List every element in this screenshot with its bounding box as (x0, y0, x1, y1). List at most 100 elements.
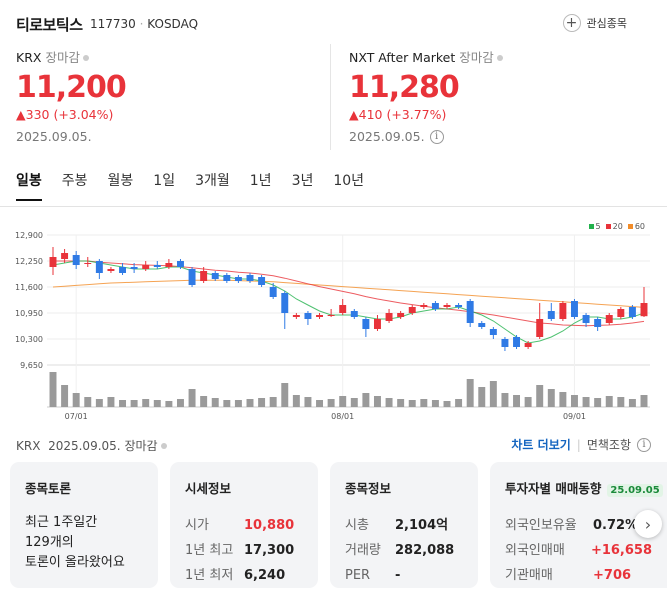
candle-body (501, 339, 509, 347)
candle-body (455, 305, 463, 307)
krx-status: 장마감 (45, 50, 80, 65)
quote-card[interactable]: 시세정보 시가 10,880 1년 최고 17,300 1년 최저 6,240 (170, 462, 318, 588)
volume-bar (165, 401, 173, 407)
period-tabs: 일봉 주봉 월봉 1일 3개월 1년 3년 10년 (16, 170, 384, 201)
stock-info-title: 종목정보 (345, 481, 392, 496)
chart-more-link[interactable]: 차트 더보기 (511, 438, 571, 452)
info-key: PER (345, 568, 371, 583)
candle-body (72, 255, 80, 265)
volume-bar (49, 372, 57, 407)
favorite-label: 관심종목 (586, 17, 627, 30)
nxt-status: 장마감 (459, 50, 494, 65)
info-key: 거래량 (345, 543, 381, 558)
candle-body (524, 343, 532, 347)
next-card-button[interactable]: › (634, 510, 662, 538)
candle-body (362, 319, 370, 329)
y-tick-label: 10,950 (15, 309, 43, 318)
volume-bar (513, 395, 521, 407)
quote-key: 1년 최고 (185, 543, 234, 558)
status-dot-icon (496, 55, 503, 61)
volume-bar (281, 383, 289, 407)
tab-3month[interactable]: 3개월 (195, 173, 230, 189)
nxt-date-text: 2025.09.05. (349, 129, 425, 144)
disclaimer-link[interactable]: 면책조항 (586, 438, 631, 452)
candle-body (61, 253, 69, 259)
tab-3year[interactable]: 3년 (291, 173, 314, 189)
chart-info-status: 장마감 (124, 439, 158, 453)
candle-body (316, 315, 324, 317)
candle-body (142, 265, 150, 269)
info-icon[interactable]: i (637, 437, 651, 452)
price-chart[interactable]: 12,900 12,250 11,600 10,950 10,300 9,650 07/01… (0, 217, 667, 429)
candle-body (513, 337, 521, 347)
investor-row: 기관매매 +706 (505, 563, 652, 588)
discussion-card[interactable]: 종목토론 최근 1주일간 129개의 토론이 올라왔어요 (10, 462, 158, 588)
volume-bar (594, 398, 602, 407)
candle-body (420, 305, 428, 307)
candle-body (594, 319, 602, 327)
discussion-text: 최근 1주일간 129개의 토론이 올라왔어요 (25, 513, 143, 573)
candle-body (478, 323, 486, 327)
volume-bar (559, 392, 567, 407)
info-icon[interactable]: i (429, 129, 444, 144)
legend-label: 20 (612, 222, 623, 231)
discussion-title: 종목토론 (25, 481, 72, 496)
y-tick-label: 11,600 (15, 283, 43, 292)
volume-bar (570, 395, 578, 407)
info-row: 시총 2,104억 (345, 513, 463, 538)
chart-info-bar: KRX 2025.09.05. 장마감 (16, 437, 167, 454)
volume-bar (258, 398, 266, 407)
volume-bar (327, 399, 335, 407)
tab-daily[interactable]: 일봉 (16, 170, 42, 201)
volume-bar (478, 387, 486, 407)
candle-body (408, 307, 416, 313)
tab-monthly[interactable]: 월봉 (107, 173, 134, 189)
candle-body (84, 263, 92, 264)
candle-body (397, 313, 405, 317)
x-tick-label: 08/01 (331, 412, 354, 421)
info-value: 282,088 (395, 543, 455, 558)
candle-body (570, 301, 578, 317)
add-favorite-button[interactable]: + 관심종목 (562, 14, 627, 32)
tab-weekly[interactable]: 주봉 (61, 173, 88, 189)
stock-info-card[interactable]: 종목정보 시총 2,104억 거래량 282,088 PER - (330, 462, 478, 588)
stock-code-market: 117730 · KOSDAQ (90, 17, 198, 31)
chart-divider: | (576, 437, 581, 452)
candle-body (489, 329, 497, 335)
volume-bar (443, 401, 451, 407)
quote-value: 6,240 (244, 568, 286, 583)
tab-1day[interactable]: 1일 (153, 173, 176, 189)
volume-bar (628, 399, 636, 407)
investor-key: 기관매매 (505, 568, 553, 583)
legend-ma20: 20 (605, 222, 623, 231)
volume-bar (455, 399, 463, 407)
volume-bar (408, 400, 416, 407)
investor-key: 외국인매매 (505, 543, 565, 558)
volume-bar (211, 398, 219, 407)
tab-1year[interactable]: 1년 (249, 173, 272, 189)
investor-card[interactable]: 투자자별 매매동향 25.09.05 외국인보유율 0.72% 외국인매매 +16,6… (490, 462, 667, 588)
volume-bar (72, 393, 80, 407)
ma5-line (52, 260, 645, 344)
x-tick-label: 09/01 (563, 412, 586, 421)
quote-row: 1년 최저 6,240 (185, 563, 303, 588)
candle-body (246, 275, 254, 281)
candle-body (119, 267, 127, 273)
ma60-line (52, 279, 645, 308)
tab-underline (0, 206, 667, 207)
y-tick-label: 12,250 (15, 257, 43, 266)
x-tick-label: 07/01 (65, 412, 88, 421)
ma-legend: 5 20 60 (588, 222, 645, 231)
discussion-line: 129개의 (25, 535, 74, 550)
volume-bar (339, 396, 347, 407)
volume-bar (640, 395, 648, 407)
volume-bar (234, 400, 242, 407)
volume-bar (200, 396, 208, 407)
volume-bar (246, 399, 254, 407)
candle-body (431, 303, 439, 309)
tab-10year[interactable]: 10년 (333, 173, 365, 189)
volume-bar (292, 395, 300, 407)
volume-bar (536, 385, 544, 407)
volume-bar (362, 393, 370, 407)
price-divider (330, 44, 331, 150)
